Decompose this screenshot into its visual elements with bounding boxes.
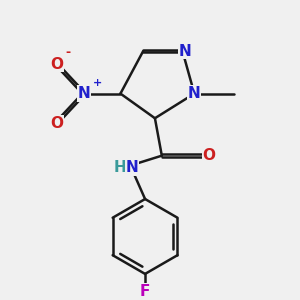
Text: O: O	[202, 148, 216, 163]
Text: N: N	[188, 86, 201, 101]
Text: +: +	[93, 78, 102, 88]
Text: N: N	[78, 86, 90, 101]
Text: N: N	[126, 160, 139, 175]
Text: F: F	[140, 284, 150, 299]
Text: -: -	[65, 46, 70, 59]
Text: N: N	[179, 44, 192, 59]
Text: O: O	[50, 56, 63, 71]
Text: H: H	[114, 160, 127, 175]
Text: O: O	[50, 116, 63, 131]
